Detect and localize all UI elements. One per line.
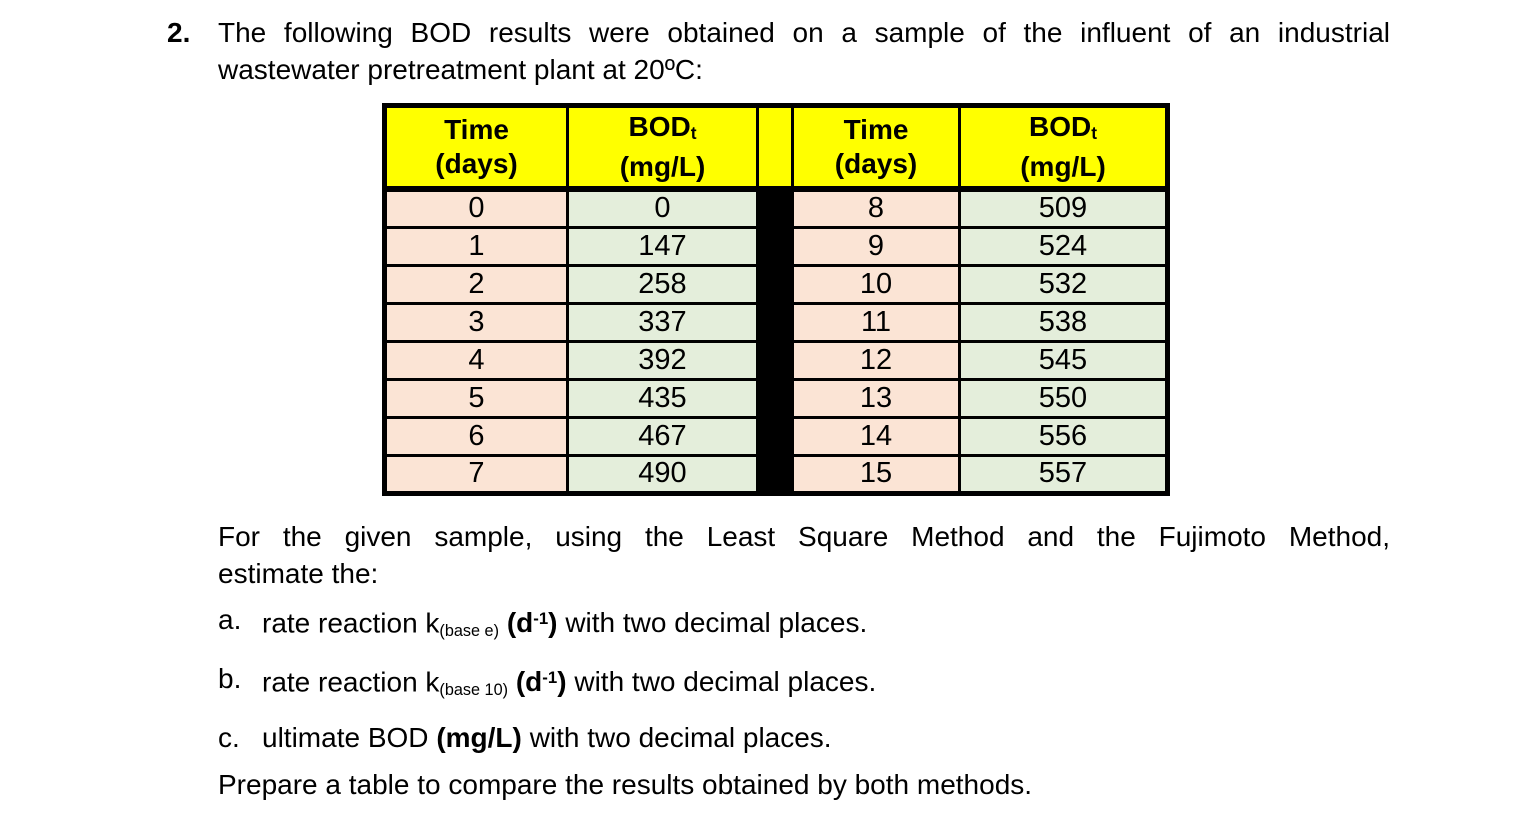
bod-cell-right: 545 [958, 339, 1170, 381]
table-row: 1 147 9 524 [382, 225, 1170, 267]
time-header-right: Time (days) [791, 103, 961, 193]
time-header-label: Time [444, 114, 509, 146]
time-cell-left: 4 [382, 339, 569, 381]
instruction-line-2: estimate the: [218, 557, 379, 589]
time-cell-left: 3 [382, 301, 569, 343]
problem-intro: The following BOD results were obtained … [218, 14, 1390, 88]
bod-header-right: BODt (mg/L) [958, 103, 1170, 193]
problem-content: The following BOD results were obtained … [218, 14, 1390, 803]
time-cell-right: 10 [791, 263, 961, 305]
table-row: 5 435 13 550 [382, 377, 1170, 419]
bod-cell-left: 490 [566, 453, 759, 496]
table-divider [756, 225, 794, 267]
bod-cell-right: 532 [958, 263, 1170, 305]
time-cell-right: 14 [791, 415, 961, 457]
bod-cell-right: 557 [958, 453, 1170, 496]
task-text: rate reaction k(base e) (d-1) with two dec… [262, 607, 868, 640]
closing-line: Prepare a table to compare the results o… [218, 768, 1033, 800]
bod-cell-left: 0 [566, 187, 759, 229]
bod-cell-right: 556 [958, 415, 1170, 457]
task-marker: b. [218, 662, 242, 694]
bod-cell-left: 337 [566, 301, 759, 343]
instruction-line-1: For the given sample, using the Least Sq… [218, 520, 1390, 552]
task-text: ultimate BOD (mg/L) with two decimal place… [262, 721, 832, 753]
table-divider [756, 301, 794, 343]
table-divider [756, 187, 794, 229]
problem-block: 2. The following BOD results were obtain… [167, 14, 1390, 803]
table-divider [756, 377, 794, 419]
table-row: 2 258 10 532 [382, 263, 1170, 305]
table-divider [756, 263, 794, 305]
task-item-a: a. rate reaction k(base e) (d-1) with two … [218, 601, 1390, 650]
bod-cell-left: 392 [566, 339, 759, 381]
time-cell-left: 0 [382, 187, 569, 229]
time-cell-right: 8 [791, 187, 961, 229]
bod-cell-right: 538 [958, 301, 1170, 343]
intro-line-1: The following BOD results were obtained … [218, 17, 1390, 48]
table-divider [756, 415, 794, 457]
table-divider [756, 339, 794, 381]
bod-cell-left: 435 [566, 377, 759, 419]
bod-table-body: 0 0 8 509 1 147 9 524 2 258 10 532 3 337… [382, 187, 1170, 496]
time-header-label: Time [843, 114, 909, 146]
bod-cell-right: 524 [958, 225, 1170, 267]
time-cell-right: 12 [791, 339, 961, 381]
bod-header-unit: (mg/L) [619, 151, 706, 183]
problem-number: 2. [167, 17, 191, 48]
task-list: a. rate reaction k(base e) (d-1) with two … [218, 601, 1390, 756]
bod-header-left: BODt (mg/L) [566, 103, 759, 193]
intro-line-2: wastewater pretreatment plant at 20ºC: [218, 54, 703, 85]
task-marker: c. [218, 721, 240, 753]
time-cell-right: 11 [791, 301, 961, 343]
instruction-paragraph: For the given sample, using the Least Sq… [218, 518, 1390, 592]
bod-header-label: BODt [1028, 111, 1097, 144]
table-row: 3 337 11 538 [382, 301, 1170, 343]
time-header-unit: (days) [834, 148, 918, 180]
table-row: 0 0 8 509 [382, 187, 1170, 229]
bod-cell-right: 509 [958, 187, 1170, 229]
bod-header-unit: (mg/L) [1020, 151, 1106, 183]
time-cell-left: 6 [382, 415, 569, 457]
bod-data-table: Time (days) BODt (mg/L) Time (days) [382, 103, 1170, 496]
task-item-b: b. rate reaction k(base 10) (d-1) with two… [218, 660, 1390, 709]
bod-cell-left: 258 [566, 263, 759, 305]
bod-header-label: BODt [628, 111, 697, 144]
table-divider [756, 453, 794, 496]
time-cell-left: 7 [382, 453, 569, 496]
time-cell-right: 15 [791, 453, 961, 496]
time-cell-right: 9 [791, 225, 961, 267]
time-cell-left: 1 [382, 225, 569, 267]
table-row: 6 467 14 556 [382, 415, 1170, 457]
table-row: 4 392 12 545 [382, 339, 1170, 381]
time-header-unit: (days) [435, 148, 518, 180]
time-cell-left: 2 [382, 263, 569, 305]
task-item-c: c. ultimate BOD (mg/L) with two decimal pl… [218, 719, 1390, 756]
task-marker: a. [218, 603, 242, 635]
bod-cell-right: 550 [958, 377, 1170, 419]
bod-cell-left: 467 [566, 415, 759, 457]
table-divider [756, 103, 794, 193]
bod-cell-left: 147 [566, 225, 759, 267]
time-header-left: Time (days) [382, 103, 569, 193]
time-cell-left: 5 [382, 377, 569, 419]
table-row: 7 490 15 557 [382, 453, 1170, 496]
task-text: rate reaction k(base 10) (d-1) with two de… [262, 666, 877, 699]
table-header-row: Time (days) BODt (mg/L) Time (days) [382, 103, 1170, 193]
time-cell-right: 13 [791, 377, 961, 419]
